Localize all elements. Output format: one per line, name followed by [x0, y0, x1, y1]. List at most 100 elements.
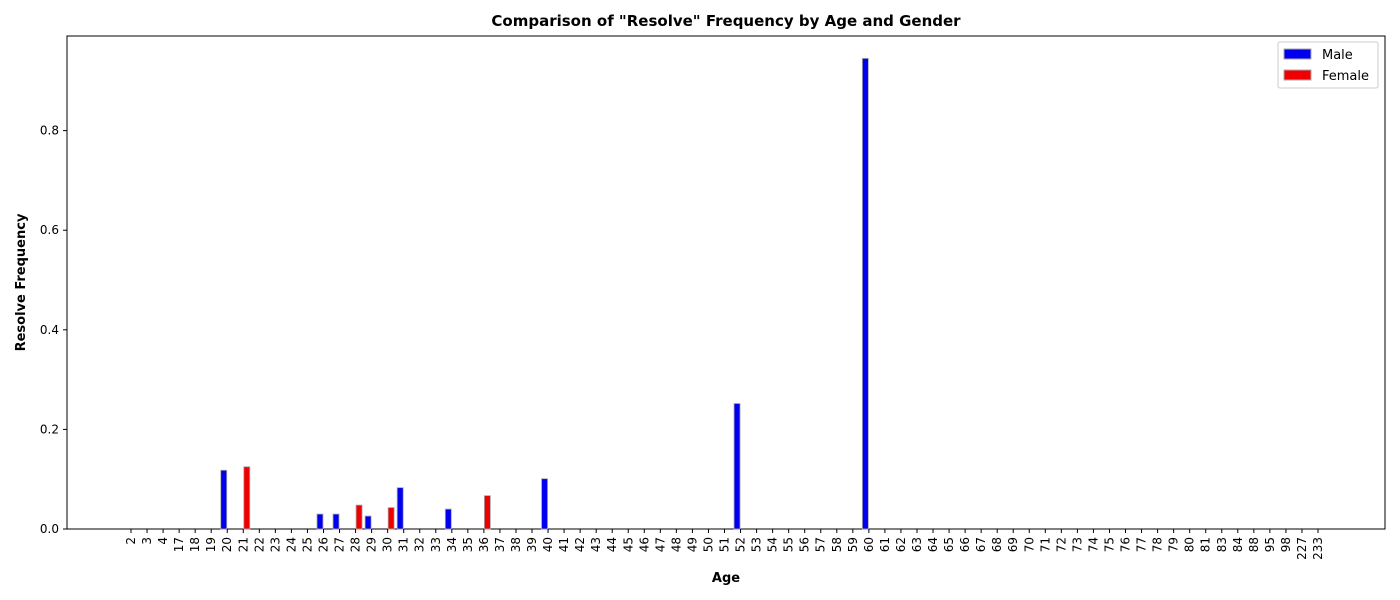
- x-tick-label: 38: [509, 537, 523, 552]
- x-tick-label: 27: [333, 537, 347, 552]
- bar-male-29: [364, 515, 372, 530]
- x-tick-label: 17: [172, 537, 186, 552]
- legend-swatch-female: [1283, 69, 1312, 81]
- x-axis-label: Age: [712, 571, 740, 586]
- x-tick-label: 47: [653, 537, 667, 552]
- x-tick-label: 18: [188, 537, 202, 552]
- chart-title: Comparison of "Resolve" Frequency by Age…: [491, 12, 961, 30]
- x-tick-label: 24: [284, 537, 298, 552]
- x-tick-label: 53: [750, 537, 764, 552]
- legend-label-female: Female: [1322, 69, 1369, 84]
- bars-group: [220, 58, 869, 530]
- x-tick-label: 57: [814, 537, 828, 552]
- y-axis-label: Resolve Frequency: [14, 213, 29, 351]
- x-tick-label: 49: [685, 537, 699, 552]
- x-tick-label: 74: [1086, 537, 1100, 552]
- bar-female-36: [483, 495, 491, 530]
- x-tick-label: 75: [1102, 537, 1116, 552]
- x-tick-label: 23: [268, 537, 282, 552]
- x-tick-label: 67: [974, 537, 988, 552]
- y-tick-label: 0.0: [40, 522, 59, 536]
- bar-male-27: [332, 513, 340, 530]
- x-tick-label: 56: [798, 537, 812, 552]
- x-tick-label: 29: [365, 537, 379, 552]
- x-tick-label: 66: [958, 537, 972, 552]
- x-tick-label: 19: [204, 537, 218, 552]
- x-tick-label: 50: [701, 537, 715, 552]
- x-tick-label: 79: [1167, 537, 1181, 552]
- x-tick-label: 37: [493, 537, 507, 552]
- x-tick-label: 34: [445, 537, 459, 552]
- y-tick-label: 0.4: [40, 323, 59, 337]
- x-tick-label: 69: [1006, 537, 1020, 552]
- x-tick-label: 3: [140, 537, 154, 545]
- x-tick-label: 64: [926, 537, 940, 552]
- x-tick-label: 63: [910, 537, 924, 552]
- x-tick-label: 51: [718, 537, 732, 552]
- x-tick-label: 40: [541, 537, 555, 552]
- x-tick-label: 31: [397, 537, 411, 552]
- x-tick-label: 73: [1070, 537, 1084, 552]
- bar-male-40: [541, 478, 548, 530]
- x-tick-label: 60: [862, 537, 876, 552]
- x-tick-label: 72: [1054, 537, 1068, 552]
- x-tick-label: 81: [1199, 537, 1213, 552]
- x-tick-label: 83: [1215, 537, 1229, 552]
- x-tick-label: 2: [124, 537, 138, 545]
- x-tick-label: 42: [573, 537, 587, 552]
- x-tick-label: 39: [525, 537, 539, 552]
- x-tick-label: 68: [990, 537, 1004, 552]
- x-tick-label: 44: [605, 537, 619, 552]
- bar-female-30: [387, 507, 395, 530]
- x-tick-label: 77: [1135, 537, 1149, 552]
- x-tick-label: 59: [846, 537, 860, 552]
- bar-female-28: [355, 504, 363, 530]
- bar-male-34: [444, 508, 452, 530]
- x-tick-label: 43: [589, 537, 603, 552]
- x-tick-label: 28: [349, 537, 363, 552]
- plot-area: [66, 35, 1386, 530]
- x-tick-label: 41: [557, 537, 571, 552]
- x-tick-label: 4: [156, 537, 170, 545]
- x-tick-label: 227: [1295, 537, 1309, 560]
- x-tick-label: 36: [477, 537, 491, 552]
- x-tick-label: 32: [413, 537, 427, 552]
- x-tick-label: 88: [1247, 537, 1261, 552]
- bar-male-60: [861, 58, 869, 530]
- y-tick-label: 0.8: [40, 124, 59, 138]
- bar-male-52: [733, 403, 741, 530]
- x-axis: 2 3 4 17 18 19 20 21 22 23 24 25 26 27 28 29 30 31 32 33 34 3…: [124, 529, 1325, 560]
- x-tick-label: 61: [878, 537, 892, 552]
- x-tick-label: 54: [766, 537, 780, 552]
- x-tick-label: 35: [461, 537, 475, 552]
- y-tick-label: 0.6: [40, 223, 59, 237]
- y-tick-label: 0.2: [40, 422, 59, 436]
- bar-male-20: [220, 469, 228, 530]
- x-tick-label: 65: [942, 537, 956, 552]
- x-tick-label: 84: [1231, 537, 1245, 552]
- x-tick-label: 62: [894, 537, 908, 552]
- x-tick-label: 71: [1038, 537, 1052, 552]
- x-tick-label: 55: [782, 537, 796, 552]
- x-tick-label: 48: [669, 537, 683, 552]
- x-tick-label: 78: [1151, 537, 1165, 552]
- x-tick-label: 21: [236, 537, 250, 552]
- x-tick-label: 76: [1119, 537, 1133, 552]
- x-tick-label: 45: [621, 537, 635, 552]
- x-tick-label: 233: [1311, 537, 1325, 560]
- x-tick-label: 22: [252, 537, 266, 552]
- legend-label-male: Male: [1322, 48, 1353, 63]
- legend: Male Female: [1277, 41, 1379, 89]
- x-tick-label: 20: [220, 537, 234, 552]
- x-tick-label: 80: [1183, 537, 1197, 552]
- x-tick-label: 52: [734, 537, 748, 552]
- x-tick-label: 70: [1022, 537, 1036, 552]
- bar-male-31: [396, 487, 404, 530]
- x-tick-label: 58: [830, 537, 844, 552]
- x-tick-label: 98: [1279, 537, 1293, 552]
- x-tick-label: 95: [1263, 537, 1277, 552]
- bar-female-21: [243, 466, 251, 530]
- x-tick-label: 46: [637, 537, 651, 552]
- y-axis: 0.0 0.2 0.4 0.6 0.8: [40, 124, 67, 536]
